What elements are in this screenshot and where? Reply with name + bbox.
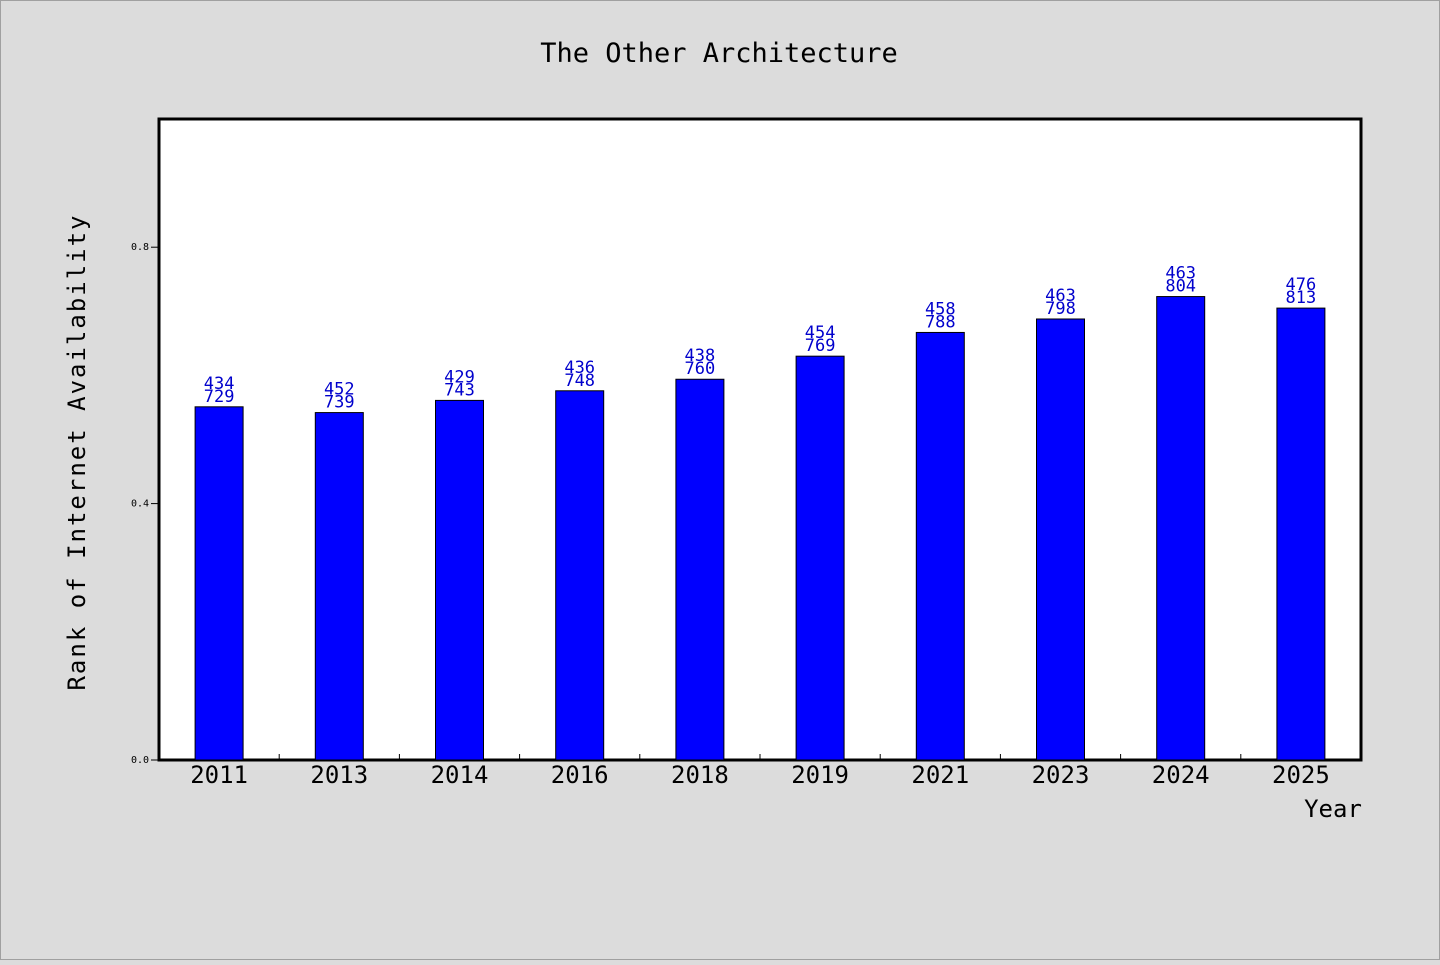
x-tick-label: 2014 [431,761,489,789]
x-tick-label: 2018 [671,761,729,789]
y-axis: 0.0 0.4 0.8 [131,242,159,766]
bar-data-label-bottom: 804 [1165,277,1196,297]
bar [1156,296,1206,761]
bar-data-label-top: 458 [925,299,956,319]
bar [915,331,965,761]
x-tick-label: 2024 [1152,761,1210,789]
bar [675,378,725,761]
bar [194,406,244,761]
bar [1276,307,1326,761]
bar-data-label-top: 452 [324,380,355,400]
bar-data-label-top: 434 [204,374,235,394]
bar-data-label-top: 436 [564,358,595,378]
x-tick-label: 2011 [190,761,248,789]
bar-data-label-bottom: 798 [1045,299,1076,319]
bar-data-label-bottom: 813 [1286,288,1317,308]
bar-data-label-bottom: 748 [564,371,595,391]
bar [314,412,364,761]
bar-data-label-top: 463 [1045,286,1076,306]
bar-data-label-top: 438 [685,346,716,366]
chart-title: The Other Architecture [540,38,898,69]
bar-series [194,296,1326,761]
bar-data-label-bottom: 760 [685,359,716,379]
bar-data-label-bottom: 788 [925,312,956,332]
bar [795,355,845,761]
bar [555,390,605,761]
bar [1036,318,1085,761]
bar-data-label-bottom: 743 [444,380,475,400]
bar [435,399,484,761]
bar-data-label-top: 454 [805,323,836,343]
x-axis-label: Year [1304,795,1362,823]
bar-data-label-top: 476 [1286,275,1317,295]
x-tick-label: 2019 [791,761,849,789]
y-tick-label: 0.0 [131,755,149,766]
y-tick-label: 0.4 [131,499,149,510]
x-tick-label: 2016 [551,761,609,789]
bar-data-label-bottom: 739 [324,393,355,413]
x-tick-label: 2023 [1032,761,1090,789]
y-tick-label: 0.8 [131,242,149,253]
x-tick-label: 2013 [310,761,368,789]
x-tick-label: 2021 [911,761,969,789]
y-axis-label: Rank of Internet Availability [63,213,91,690]
bar-data-label-top: 463 [1165,264,1196,284]
x-tick-label: 2025 [1272,761,1330,789]
x-axis: 2011 2013 2014 2016 2018 2019 2021 2023 2024 2025 [190,754,1330,789]
bar-data-label-bottom: 729 [204,387,235,407]
bar-data-label-bottom: 769 [805,336,836,356]
bar-data-label-top: 429 [444,367,475,387]
